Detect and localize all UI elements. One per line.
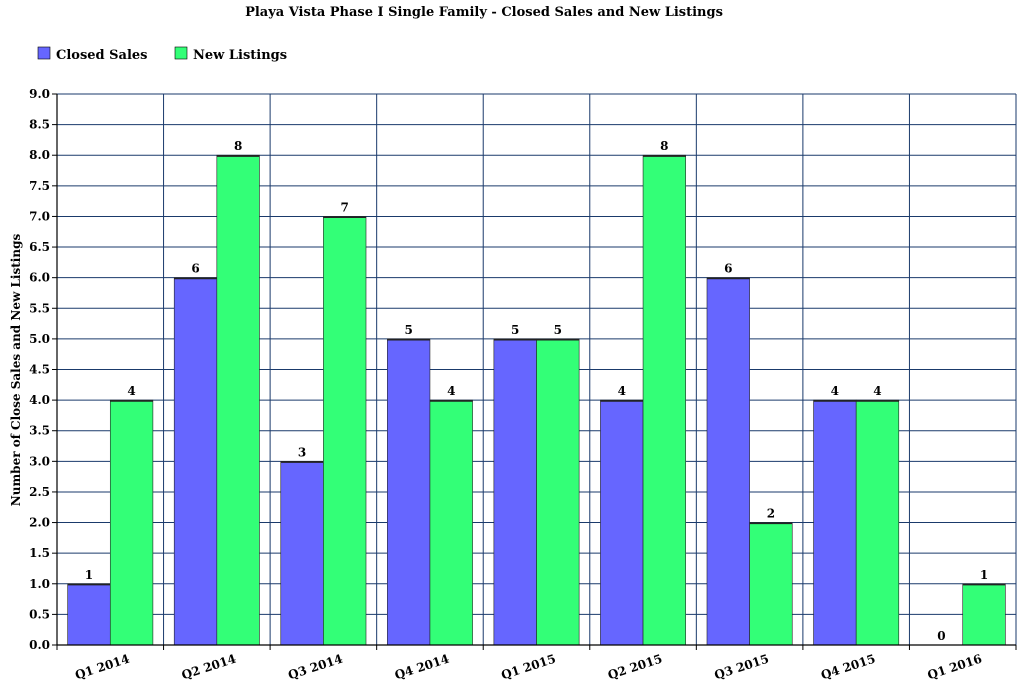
bar-new-listings bbox=[749, 522, 793, 646]
x-tick-label: Q2 2014 bbox=[180, 652, 238, 683]
bar-new-listings bbox=[323, 216, 367, 646]
bars bbox=[67, 154, 1006, 646]
y-tick-label: 7.0 bbox=[29, 209, 50, 223]
y-tick-label: 4.0 bbox=[29, 393, 50, 407]
data-label: 4 bbox=[447, 384, 455, 398]
bar-closed-sales bbox=[173, 277, 218, 646]
bar-closed-sales bbox=[600, 399, 644, 646]
y-tick-label: 0.0 bbox=[29, 638, 50, 652]
data-label: 8 bbox=[660, 139, 668, 153]
legend-label-closed-sales: Closed Sales bbox=[56, 48, 148, 63]
y-tick-label: 3.5 bbox=[29, 424, 50, 438]
axes bbox=[52, 93, 1017, 650]
x-tick-label: Q4 2015 bbox=[819, 652, 877, 683]
data-label: 6 bbox=[191, 262, 199, 276]
data-label: 8 bbox=[234, 139, 242, 153]
y-tick-label: 2.0 bbox=[29, 516, 50, 530]
data-labels: 1 4 6 8 3 7 5 4 5 5 4 8 6 2 4 4 0 1 bbox=[85, 139, 988, 643]
data-label: 5 bbox=[511, 323, 519, 337]
y-tick-label: 5.5 bbox=[29, 301, 50, 315]
data-label: 4 bbox=[873, 384, 881, 398]
x-tick-label: Q3 2015 bbox=[713, 652, 771, 683]
y-axis-label: Number of Close Sales and New Listings bbox=[9, 234, 23, 507]
data-label: 5 bbox=[554, 323, 562, 337]
data-label: 3 bbox=[298, 445, 306, 459]
chart-title: Playa Vista Phase I Single Family - Clos… bbox=[245, 5, 723, 20]
bar-new-listings bbox=[962, 583, 1006, 646]
bar-new-listings bbox=[855, 399, 900, 646]
data-label: 6 bbox=[724, 262, 732, 276]
legend-label-new-listings: New Listings bbox=[193, 48, 287, 63]
x-tick-label: Q3 2014 bbox=[286, 652, 344, 683]
y-tick-label: 2.5 bbox=[29, 485, 50, 499]
x-tick-label: Q1 2014 bbox=[73, 652, 131, 683]
data-label: 4 bbox=[831, 384, 839, 398]
bar-closed-sales bbox=[493, 338, 537, 646]
y-tick-label: 7.5 bbox=[29, 179, 50, 193]
data-label: 0 bbox=[937, 629, 945, 643]
x-tick-label: Q1 2016 bbox=[926, 652, 984, 683]
bar-new-listings bbox=[642, 154, 686, 646]
legend: Closed Sales New Listings bbox=[37, 46, 287, 63]
bar-new-listings bbox=[536, 338, 580, 646]
bar-new-listings bbox=[216, 154, 260, 646]
bar-new-listings bbox=[109, 399, 154, 646]
y-tick-label: 1.5 bbox=[29, 546, 50, 560]
bar-closed-sales bbox=[813, 399, 857, 646]
legend-swatch-closed-sales bbox=[37, 46, 51, 60]
bar-closed-sales bbox=[280, 461, 324, 646]
x-tick-label: Q4 2014 bbox=[393, 652, 451, 683]
y-tick-label: 6.5 bbox=[29, 240, 50, 254]
legend-swatch-new-listings bbox=[174, 46, 188, 60]
y-tick-label: 3.0 bbox=[29, 454, 50, 468]
bar-new-listings bbox=[429, 399, 473, 646]
y-tick-label: 1.0 bbox=[29, 577, 50, 591]
data-label: 4 bbox=[127, 384, 135, 398]
x-tick-label: Q2 2015 bbox=[606, 652, 664, 683]
bar-closed-sales bbox=[706, 277, 750, 646]
data-label: 2 bbox=[767, 507, 775, 521]
bar-closed-sales bbox=[387, 338, 431, 646]
y-tick-label: 0.5 bbox=[29, 607, 50, 621]
data-label: 5 bbox=[404, 323, 412, 337]
data-label: 7 bbox=[341, 200, 349, 214]
y-tick-label: 8.5 bbox=[29, 118, 50, 132]
y-tick-label: 6.0 bbox=[29, 271, 50, 285]
data-label: 1 bbox=[85, 568, 93, 582]
y-tick-label: 5.0 bbox=[29, 332, 50, 346]
data-label: 1 bbox=[980, 568, 988, 582]
y-tick-label: 9.0 bbox=[29, 87, 50, 101]
data-label: 4 bbox=[618, 384, 626, 398]
y-tick-label: 8.0 bbox=[29, 148, 50, 162]
bar-closed-sales bbox=[67, 583, 111, 646]
x-tick-label: Q1 2015 bbox=[500, 652, 558, 683]
y-tick-label: 4.5 bbox=[29, 363, 50, 377]
